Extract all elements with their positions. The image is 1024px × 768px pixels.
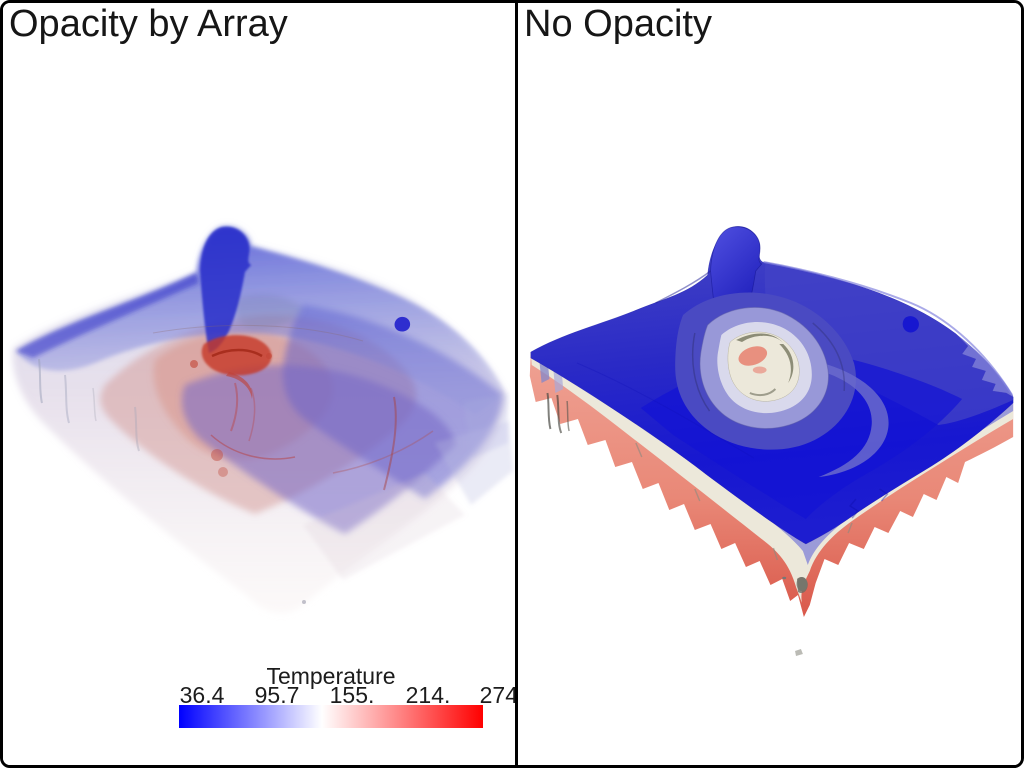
red-arcs xyxy=(152,324,434,491)
strata-red xyxy=(529,352,1014,617)
fringe-wisps xyxy=(38,358,140,452)
crater xyxy=(675,292,889,477)
translucent-blue-top xyxy=(16,226,505,415)
corner-debris xyxy=(782,576,808,656)
strata-cream xyxy=(530,352,1014,603)
hotspot xyxy=(190,335,272,442)
render-view-left: Opacity by Array xyxy=(3,3,515,765)
blue-droplet xyxy=(394,316,411,332)
speck xyxy=(302,600,306,604)
view-title-right: No Opacity xyxy=(524,3,712,45)
render-view-right: No Opacity xyxy=(515,3,1021,765)
volume-render-opacity[interactable] xyxy=(3,3,515,765)
curl-ridge xyxy=(200,226,251,353)
blue-droplet xyxy=(902,316,919,333)
isosurface-render-opaque[interactable] xyxy=(518,3,1021,765)
view-title-left: Opacity by Array xyxy=(9,3,288,45)
pale-sheets xyxy=(303,393,513,580)
